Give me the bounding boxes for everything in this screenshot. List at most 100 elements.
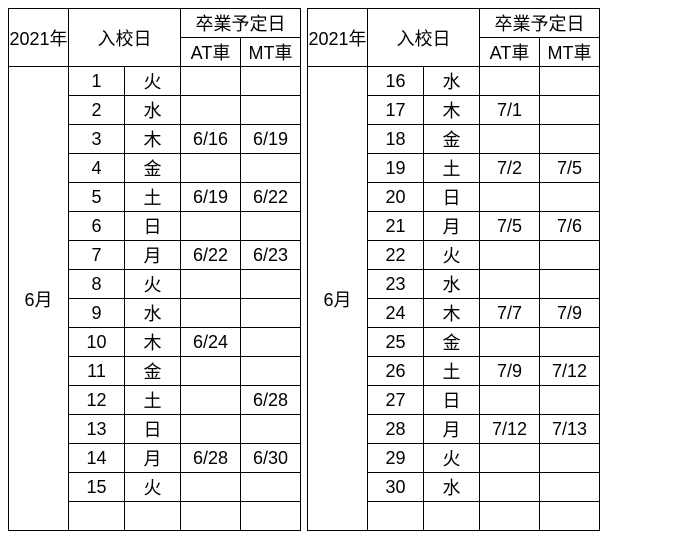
dow-cell: 日 [424,386,480,415]
mt-cell [540,96,600,125]
day-cell: 3 [69,125,125,154]
dow-cell: 水 [424,473,480,502]
mt-cell [241,212,301,241]
at-cell: 6/16 [181,125,241,154]
at-header: AT車 [181,38,241,67]
day-cell: 10 [69,328,125,357]
dow-cell: 火 [424,241,480,270]
at-cell: 7/1 [480,96,540,125]
at-cell [480,328,540,357]
dow-cell: 木 [125,328,181,357]
mt-cell [540,270,600,299]
at-cell [181,96,241,125]
mt-cell [540,67,600,96]
day-cell: 16 [368,67,424,96]
at-cell [181,473,241,502]
at-cell: 7/9 [480,357,540,386]
mt-cell [241,328,301,357]
dow-cell [424,502,480,531]
at-cell [480,386,540,415]
day-cell: 22 [368,241,424,270]
header-row-1: 2021年 入校日 卒業予定日 [308,9,600,38]
at-cell [181,415,241,444]
mt-cell: 7/6 [540,212,600,241]
dow-cell: 火 [424,444,480,473]
year-header: 2021年 [9,9,69,67]
at-cell: 7/2 [480,154,540,183]
dow-cell: 土 [424,357,480,386]
mt-cell [241,270,301,299]
at-cell: 6/22 [181,241,241,270]
schedule-table-right: 2021年 入校日 卒業予定日 AT車 MT車 6月 16 水 17木7/1 1… [307,8,600,531]
mt-header: MT車 [241,38,301,67]
at-cell: 6/24 [181,328,241,357]
dow-cell: 木 [125,125,181,154]
at-cell [480,444,540,473]
dow-cell: 水 [424,67,480,96]
day-cell: 24 [368,299,424,328]
at-cell [181,502,241,531]
dow-cell: 月 [125,444,181,473]
at-cell [181,154,241,183]
dow-cell: 土 [125,386,181,415]
dow-cell: 金 [424,328,480,357]
day-cell: 28 [368,415,424,444]
day-cell: 21 [368,212,424,241]
mt-header: MT車 [540,38,600,67]
dow-cell: 水 [125,299,181,328]
dow-cell: 火 [125,67,181,96]
dow-cell: 月 [424,212,480,241]
at-cell [181,212,241,241]
at-cell [181,386,241,415]
dow-cell: 金 [125,357,181,386]
mt-cell: 6/22 [241,183,301,212]
at-cell: 7/7 [480,299,540,328]
day-cell: 29 [368,444,424,473]
day-cell: 8 [69,270,125,299]
at-cell [181,357,241,386]
mt-cell [241,154,301,183]
mt-cell: 6/28 [241,386,301,415]
mt-cell: 7/5 [540,154,600,183]
dow-cell: 木 [424,299,480,328]
day-cell: 18 [368,125,424,154]
year-header: 2021年 [308,9,368,67]
dow-cell: 土 [424,154,480,183]
day-cell: 19 [368,154,424,183]
at-cell: 6/19 [181,183,241,212]
at-cell [480,67,540,96]
at-cell [181,67,241,96]
day-cell: 12 [69,386,125,415]
dow-cell: 火 [125,473,181,502]
mt-cell: 6/30 [241,444,301,473]
day-cell: 17 [368,96,424,125]
dow-cell: 金 [125,154,181,183]
day-cell: 30 [368,473,424,502]
mt-cell [540,502,600,531]
at-cell: 7/12 [480,415,540,444]
day-cell: 20 [368,183,424,212]
dow-cell: 水 [125,96,181,125]
at-cell: 6/28 [181,444,241,473]
at-cell [181,270,241,299]
table-row: 6月 1 火 [9,67,301,96]
day-cell: 4 [69,154,125,183]
mt-cell [540,125,600,154]
day-cell: 5 [69,183,125,212]
day-cell [69,502,125,531]
day-cell: 27 [368,386,424,415]
grad-header: 卒業予定日 [181,9,301,38]
dow-cell: 月 [125,241,181,270]
at-cell [480,473,540,502]
day-cell: 15 [69,473,125,502]
day-cell [368,502,424,531]
mt-cell [540,241,600,270]
at-cell [480,241,540,270]
mt-cell [241,473,301,502]
at-header: AT車 [480,38,540,67]
mt-cell [241,299,301,328]
day-cell: 9 [69,299,125,328]
month-label: 6月 [9,67,69,531]
month-label: 6月 [308,67,368,531]
dow-cell: 木 [424,96,480,125]
